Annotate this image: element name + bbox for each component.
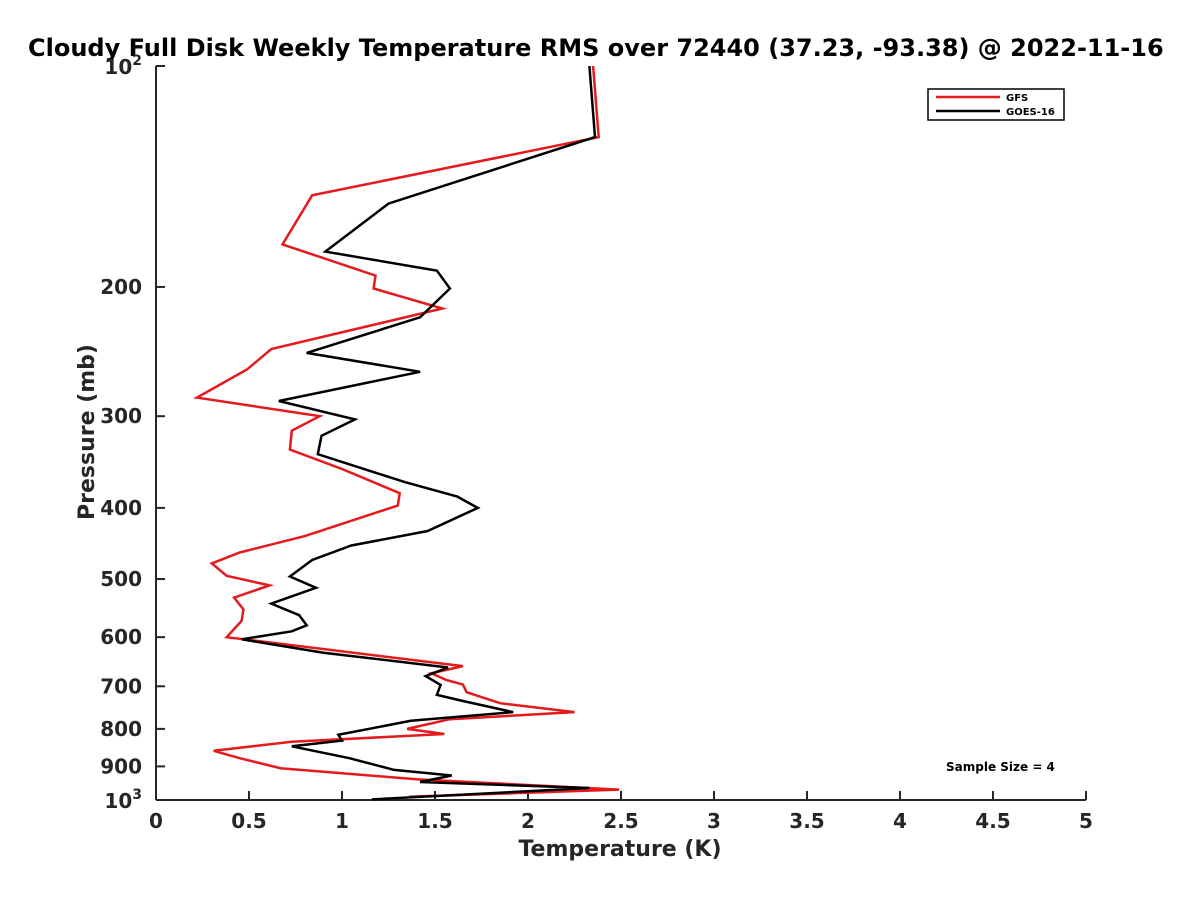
y-tick-exponent: 3 [132,787,142,803]
legend: GFS GOES-16 [927,88,1065,121]
y-axis-label: Pressure (mb) [75,344,100,520]
y-tick-label: 800 [100,717,142,741]
x-tick-label: 3.5 [789,809,824,833]
x-axis-label: Temperature (K) [518,837,721,862]
axes: 0 0.5 1 1.5 2 2.5 3 3.5 4 4.5 51022003004005006007… [100,53,1093,833]
x-tick-label: 2 [521,809,535,833]
y-tick-label: 102 [104,53,142,79]
x-tick-label: 0 [149,809,163,833]
y-tick-label: 300 [100,404,142,428]
y-tick-label: 900 [100,754,142,778]
x-tick-label: 2.5 [603,809,638,833]
y-tick-exponent: 2 [132,53,142,69]
legend-label-gfs: GFS [1006,93,1028,104]
x-tick-label: 3 [707,809,721,833]
x-tick-label: 1.5 [417,809,452,833]
x-tick-label: 1 [335,809,349,833]
y-tick-label: 600 [100,625,142,649]
y-tick-label: 200 [100,275,142,299]
x-tick-label: 5 [1079,809,1093,833]
y-tick-label: 400 [100,496,142,520]
chart-title: Cloudy Full Disk Weekly Temperature RMS … [28,34,1164,62]
y-tick-base: 10 [104,789,132,813]
plot-lines [193,65,620,801]
y-tick-label: 103 [104,787,142,813]
x-tick-label: 4 [893,809,907,833]
sample-size-annotation: Sample Size = 4 [946,760,1055,774]
legend-box [927,88,1065,121]
y-tick-label: 500 [100,567,142,591]
y-tick-label: 700 [100,674,142,698]
x-tick-label: 4.5 [975,809,1010,833]
legend-label-goes-16: GOES-16 [1006,107,1055,118]
series-line-gfs [193,65,620,799]
y-tick-base: 10 [104,55,132,79]
series-line-goes-16 [241,65,597,801]
x-tick-label: 0.5 [231,809,266,833]
